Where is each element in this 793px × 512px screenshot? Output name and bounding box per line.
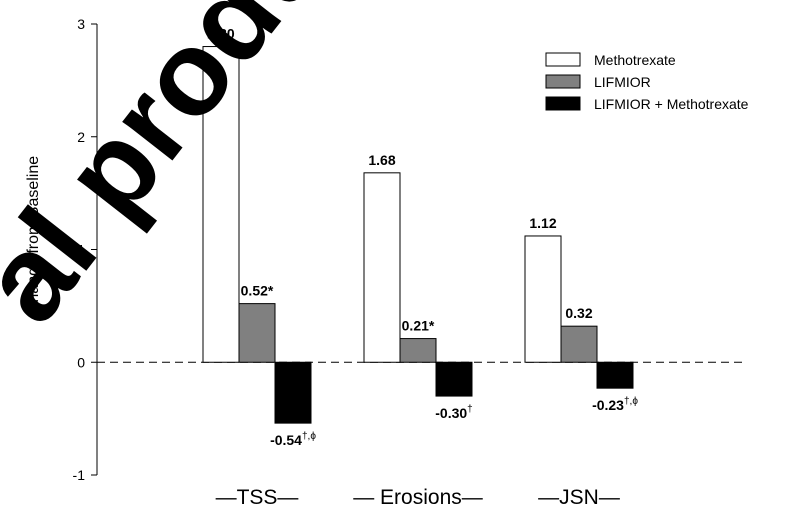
legend-swatch-lifmior — [545, 74, 581, 89]
data-label: 0.52* — [241, 283, 274, 299]
bar-lifmior-erosions — [399, 338, 437, 363]
data-label: 1.12 — [529, 215, 556, 231]
data-labels: 2.80 1.68 1.12 0.52* 0.21* 0.32 -0.54†,ϕ -0.30†… — [207, 26, 638, 449]
data-label: 1.68 — [368, 152, 395, 168]
data-label: -0.30† — [435, 404, 472, 421]
legend-label-lifmior: LIFMIOR — [594, 74, 651, 90]
bar-lifmior-methotrexate-jsn — [596, 361, 634, 389]
legend-label-lifmior-methotrexate: LIFMIOR + Methotrexate — [594, 96, 749, 112]
data-label: -0.54†,ϕ — [270, 431, 316, 448]
y-tick-label: 3 — [77, 16, 85, 32]
bar-lifmior-methotrexate-tss — [274, 361, 312, 424]
y-tick-label: 0 — [77, 354, 85, 370]
category-label-jsn: —JSN— — [538, 486, 620, 509]
y-axis: -1 0 1 2 3 — [73, 16, 98, 483]
bar-lifmior-jsn — [560, 325, 598, 363]
legend-label-methotrexate: Methotrexate — [594, 52, 676, 68]
bar-methotrexate-erosions — [363, 172, 401, 363]
legend-swatch-lifmior-methotrexate — [545, 96, 581, 111]
bar-methotrexate-jsn — [524, 235, 562, 363]
y-tick-label: 2 — [77, 129, 85, 145]
legend-swatch-methotrexate — [545, 52, 581, 67]
bar-methotrexate-tss — [202, 46, 240, 363]
legend: Methotrexate LIFMIOR LIFMIOR + Methotrexat… — [545, 52, 749, 112]
bars — [202, 46, 634, 424]
watermark: al produc — [0, 0, 393, 346]
category-labels: —TSS— — Erosions— —JSN— — [216, 486, 620, 509]
data-label: 0.21* — [402, 318, 435, 334]
y-axis-label: Change from Baseline — [25, 156, 42, 314]
y-tick-label: -1 — [73, 467, 86, 483]
y-tick-label: 1 — [77, 242, 85, 258]
data-label: 2.80 — [207, 26, 234, 42]
data-label: -0.23†,ϕ — [592, 396, 638, 413]
data-label: 0.32 — [565, 305, 592, 321]
category-label-erosions: — Erosions— — [353, 486, 483, 509]
bar-lifmior-tss — [238, 303, 276, 363]
bar-lifmior-methotrexate-erosions — [435, 361, 473, 397]
category-label-tss: —TSS— — [216, 486, 299, 509]
